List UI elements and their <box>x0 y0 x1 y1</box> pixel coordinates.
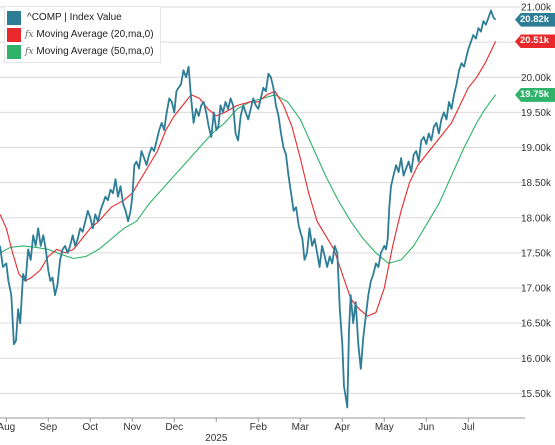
grid <box>0 6 525 394</box>
y-tick-label: 18.00k <box>521 213 552 224</box>
y-tick-label: 19.50k <box>521 108 552 119</box>
y-tick-label: 16.00k <box>521 354 552 365</box>
y-tick-label: 20.00k <box>521 73 552 84</box>
x-tick-label: Apr <box>335 422 351 433</box>
x-tick-label: Dec <box>165 422 183 433</box>
legend-swatch-comp <box>7 10 21 25</box>
series-line-comp <box>0 9 497 409</box>
y-tick-label: 17.00k <box>521 284 552 295</box>
legend-item-ma20[interactable]: fx Moving Average (20,ma,0) <box>7 26 154 43</box>
y-tick-label: 17.50k <box>521 248 552 259</box>
legend-item-ma50[interactable]: fx Moving Average (50,ma,0) <box>7 43 154 60</box>
y-tick-label: 18.50k <box>521 178 552 189</box>
y-tick-label: 15.50k <box>521 389 552 400</box>
series-layer <box>0 9 497 409</box>
legend-swatch-ma50 <box>7 44 21 59</box>
x-tick-label: Nov <box>123 422 141 433</box>
last-value-tag-comp: 20.82k <box>515 12 555 27</box>
x-tick-label: Jun <box>418 422 434 433</box>
x-tick-label: May <box>375 422 394 433</box>
function-icon: fx <box>25 46 34 57</box>
y-tick-label: 16.50k <box>521 319 552 330</box>
x-axis: Aug Sep Oct Nov Dec 2025 Feb Mar Apr May Jun Jul <box>0 417 525 444</box>
x-tick-label: Sep <box>39 422 57 433</box>
legend-swatch-ma20 <box>7 27 21 42</box>
x-tick-label: Jul <box>462 422 475 433</box>
x-tick-label: 2025 <box>205 433 228 444</box>
y-tick-label: 21.00k <box>521 3 552 14</box>
last-value-tag-ma50: 19.75k <box>515 87 555 102</box>
series-line-ma20 <box>0 41 497 317</box>
x-tick-label: Mar <box>292 422 310 433</box>
y-tick-label: 19.00k <box>521 143 552 154</box>
legend-label-ma50: Moving Average (50,ma,0) <box>36 46 154 57</box>
y-axis: 15.50k 16.00k 16.50k 17.00k 17.50k 18.00k 18.5… <box>521 3 552 400</box>
x-tick-label: Aug <box>0 422 15 433</box>
last-value-tag-ma20: 20.51k <box>515 34 555 49</box>
legend: ^COMP | Index Value fx Moving Average (2… <box>4 6 161 63</box>
x-tick-label: Feb <box>250 422 268 433</box>
x-tick-label: Oct <box>83 422 99 433</box>
legend-label-comp: ^COMP | Index Value <box>27 12 122 23</box>
legend-label-ma20: Moving Average (20,ma,0) <box>36 29 154 40</box>
function-icon: fx <box>25 29 34 40</box>
legend-item-comp[interactable]: ^COMP | Index Value <box>7 9 154 26</box>
